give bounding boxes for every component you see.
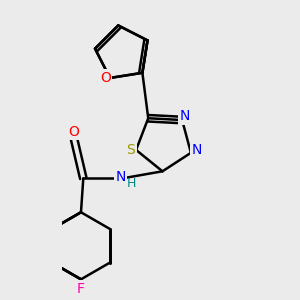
Text: O: O xyxy=(100,71,111,85)
Text: N: N xyxy=(179,109,190,123)
Text: F: F xyxy=(77,282,85,296)
Text: H: H xyxy=(127,177,136,190)
Text: O: O xyxy=(69,125,80,139)
Text: N: N xyxy=(191,143,202,158)
Text: S: S xyxy=(126,143,135,157)
Text: N: N xyxy=(116,170,126,184)
